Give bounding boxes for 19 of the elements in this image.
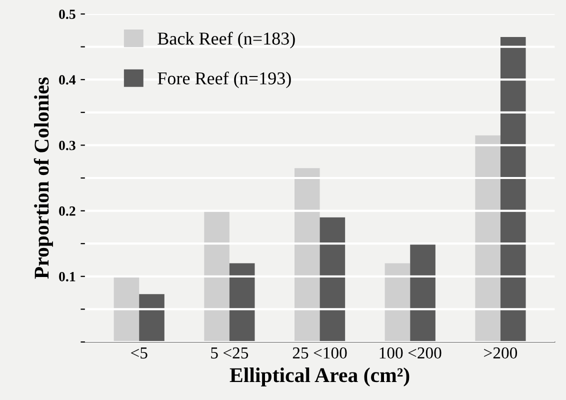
x-tick-label: 25 <100 [292,347,347,359]
bar [114,276,140,342]
x-tick-label: <5 [131,348,148,359]
y-axis-title: Proportion of Colonies [34,77,53,279]
bar [204,210,230,342]
y-tick-label: 0.2 [59,206,76,216]
y-tick-label: 0.3 [59,140,76,150]
bar [384,263,410,342]
x-tick-label: >200 [484,347,518,359]
x-tick-label: 100 <200 [380,347,442,359]
bar [475,135,500,342]
x-axis-title: Elliptical Area (cm²) [230,368,410,386]
legend-label: Fore Reef (n=193) [158,72,291,88]
y-tick-label: 0.4 [59,75,76,85]
legend-label: Back Reef (n=183) [158,32,295,48]
y-tick-label: 0.5 [59,10,76,20]
y-tick-label: 0.1 [59,272,76,282]
bar [294,168,320,342]
x-tick-label: 5 <25 [211,347,248,359]
